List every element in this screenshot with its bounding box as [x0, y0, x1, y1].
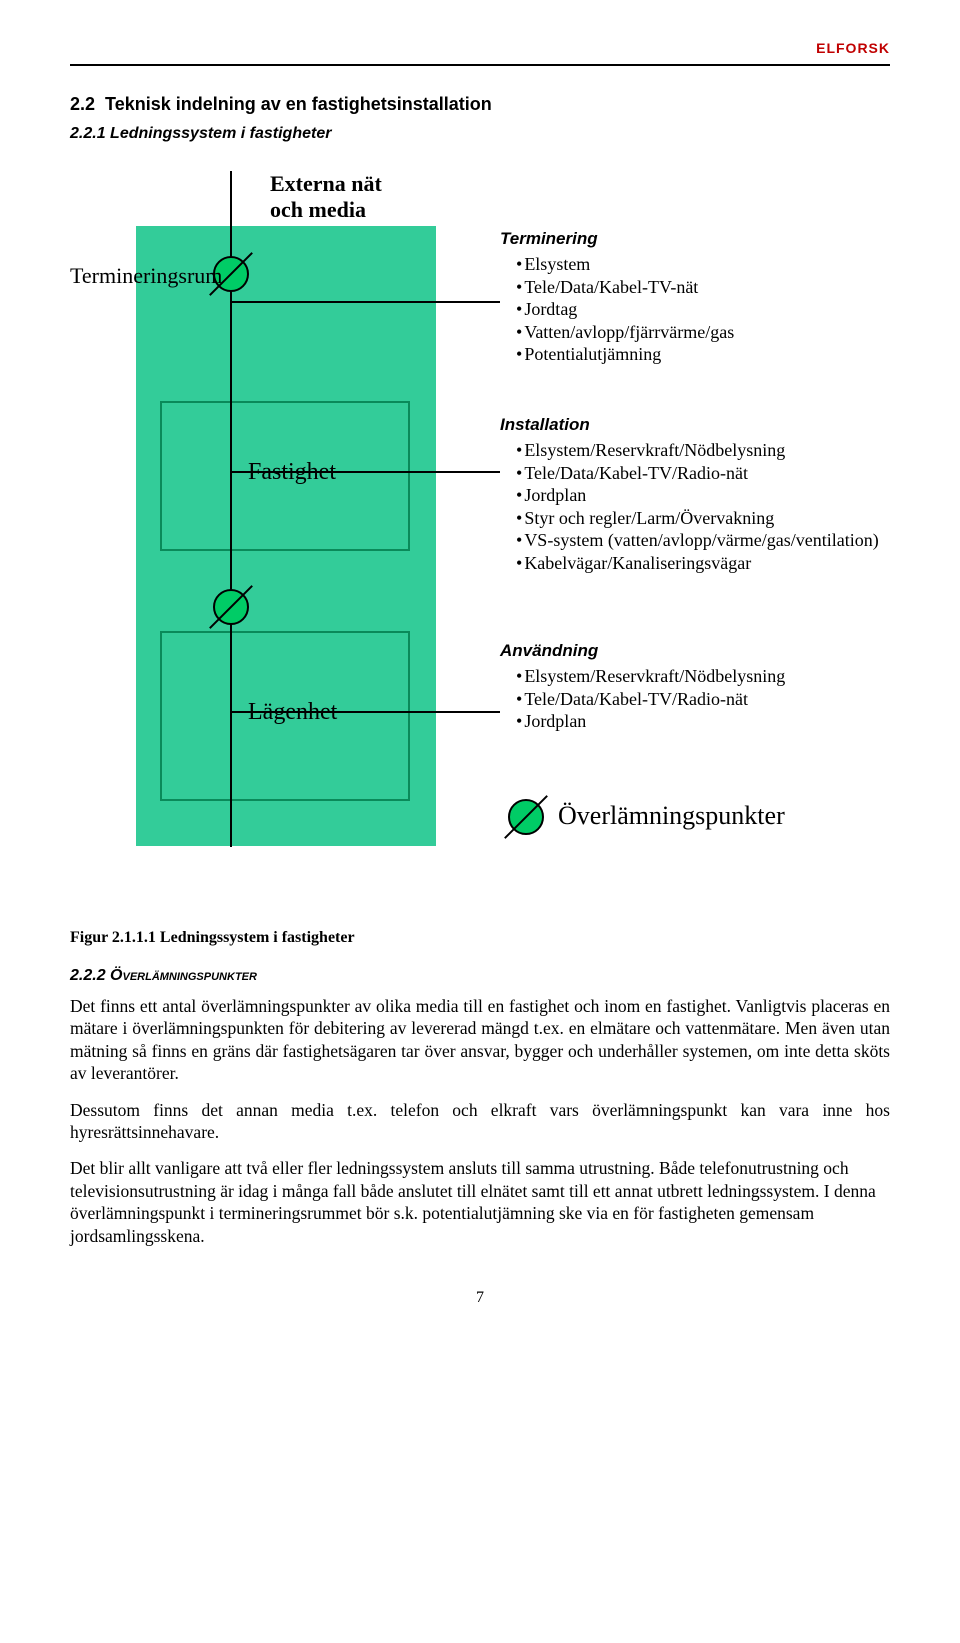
label-lagenhet: Lägenhet [248, 699, 337, 726]
bullet: Tele/Data/Kabel-TV/Radio-nät [516, 688, 785, 711]
subsection-2: 2.2.2 Överlämningspunkter [70, 967, 890, 985]
bullet: Jordplan [516, 484, 879, 507]
paragraph: Dessutom finns det annan media t.ex. tel… [70, 1099, 890, 1144]
group-installation-items: Elsystem/Reservkraft/Nödbelysning Tele/D… [516, 439, 879, 574]
subsection-1: 2.2.1 Ledningssystem i fastigheter [70, 125, 890, 143]
wire-branch-terminering [230, 301, 500, 303]
section-number: 2.2 [70, 94, 95, 114]
bullet: Elsystem/Reservkraft/Nödbelysning [516, 665, 785, 688]
label-externa-nat: Externa nät [270, 171, 382, 197]
paragraph: Det blir allt vanligare att två eller fl… [70, 1157, 890, 1247]
section-title: Teknisk indelning av en fastighetsinstal… [105, 94, 492, 114]
group-anvandning-title: Användning [500, 641, 598, 661]
legend-overlamningspunkter: Överlämningspunkter [558, 801, 785, 831]
group-terminering-title: Terminering [500, 229, 598, 249]
bullet: Elsystem/Reservkraft/Nödbelysning [516, 439, 879, 462]
header-rule [70, 64, 890, 66]
bullet: Vatten/avlopp/fjärrvärme/gas [516, 321, 734, 344]
label-fastighet: Fastighet [248, 459, 336, 486]
sub2-title: Överlämningspunkter [110, 967, 257, 984]
bullet: VS-system (vatten/avlopp/värme/gas/venti… [516, 529, 879, 552]
bullet: Jordtag [516, 298, 734, 321]
bullet: Tele/Data/Kabel-TV-nät [516, 276, 734, 299]
diagram: Externa nät och media Termineringsrum Fa… [70, 171, 890, 921]
paragraph: Det finns ett antal överlämningspunkter … [70, 995, 890, 1085]
label-och-media: och media [270, 197, 366, 223]
figure-caption: Figur 2.1.1.1 Ledningssystem i fastighet… [70, 929, 890, 947]
label-termineringsrum: Termineringsrum [70, 263, 222, 289]
sub1-title: Ledningssystem i fastigheter [110, 125, 331, 142]
group-anvandning-items: Elsystem/Reservkraft/Nödbelysning Tele/D… [516, 665, 785, 733]
sub2-number: 2.2.2 [70, 967, 106, 984]
page-number: 7 [70, 1289, 890, 1307]
bullet: Jordplan [516, 710, 785, 733]
group-installation-title: Installation [500, 415, 590, 435]
bullet: Tele/Data/Kabel-TV/Radio-nät [516, 462, 879, 485]
bullet: Kabelvägar/Kanaliseringsvägar [516, 552, 879, 575]
sub1-number: 2.2.1 [70, 125, 106, 142]
group-terminering-items: Elsystem Tele/Data/Kabel-TV-nät Jordtag … [516, 253, 734, 366]
bullet: Potentialutjämning [516, 343, 734, 366]
bullet: Styr och regler/Larm/Övervakning [516, 507, 879, 530]
brand: ELFORSK [70, 40, 890, 56]
section-heading: 2.2 Teknisk indelning av en fastighetsin… [70, 94, 890, 115]
bullet: Elsystem [516, 253, 734, 276]
